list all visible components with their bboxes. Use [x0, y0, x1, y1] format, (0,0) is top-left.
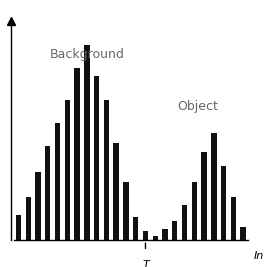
Bar: [113, 143, 119, 240]
Bar: [231, 197, 236, 240]
Bar: [123, 182, 129, 240]
Bar: [55, 123, 60, 240]
Bar: [192, 182, 197, 240]
Text: T: T: [142, 260, 149, 267]
Bar: [104, 100, 109, 240]
Bar: [211, 133, 217, 240]
Bar: [65, 100, 70, 240]
Bar: [201, 152, 207, 240]
Bar: [74, 68, 80, 240]
Bar: [241, 227, 246, 240]
Bar: [26, 197, 31, 240]
Bar: [16, 215, 21, 240]
Bar: [221, 166, 226, 240]
Bar: [143, 230, 148, 240]
Text: Object: Object: [178, 100, 219, 113]
Bar: [35, 172, 41, 240]
Bar: [182, 205, 187, 240]
Bar: [94, 76, 99, 240]
Bar: [162, 229, 168, 240]
Bar: [84, 45, 89, 240]
Bar: [133, 217, 138, 240]
Bar: [172, 221, 178, 240]
Bar: [152, 236, 158, 240]
Bar: [45, 147, 50, 240]
Text: Background: Background: [50, 48, 125, 61]
Text: In: In: [253, 251, 264, 261]
